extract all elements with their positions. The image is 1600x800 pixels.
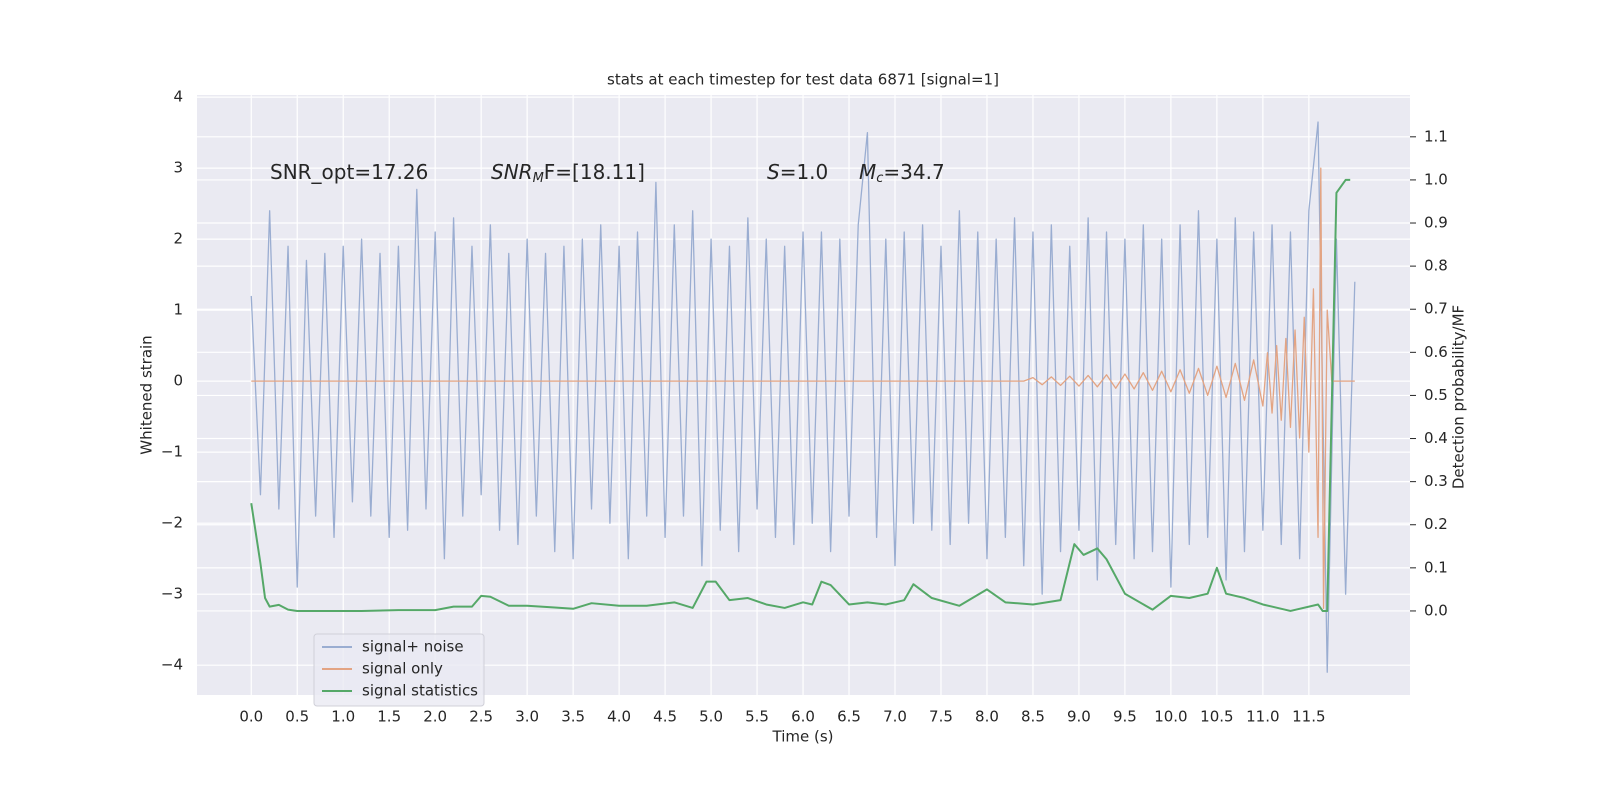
annotation-text: SNR_opt=17.26 [270, 160, 428, 184]
series-line [251, 167, 1355, 610]
y-tick-label: −3 [161, 585, 183, 603]
legend-label: signal only [362, 660, 443, 678]
y-tick-label: 0 [173, 372, 183, 390]
annotation: S=1.0 [767, 160, 828, 184]
y2-tick-label: 0.0 [1424, 601, 1448, 619]
y-tick-label: 3 [173, 159, 183, 177]
annotation-subscript: c [876, 171, 883, 186]
annotation-rest: F=[18.11] [544, 160, 645, 184]
annotation-symbol: SNR [491, 160, 533, 184]
x-tick-label: 2.0 [423, 708, 447, 726]
x-tick-label: 5.0 [699, 708, 723, 726]
y2-axis-label: Detection probability/MF [1450, 305, 1468, 489]
y-axis-label: Whitened strain [138, 335, 156, 454]
y2-tick-label: 0.8 [1424, 257, 1448, 275]
x-tick-label: 4.0 [607, 708, 631, 726]
x-tick-label: 6.0 [791, 708, 815, 726]
x-tick-label: 7.0 [883, 708, 907, 726]
y-tick-label: −4 [161, 656, 183, 674]
annotation-symbol: S [767, 160, 780, 184]
x-tick-label: 8.0 [975, 708, 999, 726]
x-axis-label: Time (s) [772, 728, 834, 746]
x-tick-label: 1.0 [331, 708, 355, 726]
x-tick-label: 9.0 [1067, 708, 1091, 726]
y2-tick-label: 0.2 [1424, 515, 1448, 533]
x-tick-label: 5.5 [745, 708, 769, 726]
annotation: Mc=34.7 [859, 160, 945, 186]
y2-tick-label: 0.5 [1424, 386, 1448, 404]
y2-tick-label: 0.4 [1424, 429, 1448, 447]
annotation-rest: =1.0 [780, 160, 829, 184]
x-tick-label: 7.5 [929, 708, 953, 726]
x-tick-label: 8.5 [1021, 708, 1045, 726]
y2-tick-label: 0.6 [1424, 343, 1448, 361]
x-tick-label: 6.5 [837, 708, 861, 726]
x-tick-label: 3.5 [561, 708, 585, 726]
y2-tick-label: 1.1 [1424, 127, 1448, 145]
x-tick-label: 2.5 [469, 708, 493, 726]
annotation: SNR_opt=17.26 [270, 160, 428, 184]
x-tick-label: 10.5 [1200, 708, 1233, 726]
legend-label: signal+ noise [362, 638, 464, 656]
x-tick-label: 10.0 [1154, 708, 1187, 726]
x-tick-label: 11.5 [1292, 708, 1325, 726]
annotation-subscript: M [533, 171, 544, 186]
y-tick-label: −2 [161, 514, 183, 532]
annotation: SNRMF=[18.11] [491, 160, 645, 186]
y-tick-label: 4 [173, 88, 183, 106]
y-tick-label: 2 [173, 230, 183, 248]
y2-tick-label: 0.7 [1424, 300, 1448, 318]
annotation-symbol: M [859, 160, 876, 184]
x-tick-label: 0.0 [239, 708, 263, 726]
y-tick-label: 1 [173, 301, 183, 319]
y2-tick-label: 0.9 [1424, 214, 1448, 232]
y2-tick-label: 0.1 [1424, 558, 1448, 576]
y2-tick-label: 0.3 [1424, 472, 1448, 490]
x-tick-label: 11.0 [1246, 708, 1279, 726]
legend-label: signal statistics [362, 682, 478, 700]
legend: signal+ noise signal only signal statistic… [313, 633, 485, 707]
x-tick-label: 1.5 [377, 708, 401, 726]
y2-tick-label: 1.0 [1424, 170, 1448, 188]
annotation-rest: =34.7 [883, 160, 944, 184]
x-tick-label: 4.5 [653, 708, 677, 726]
marks [250, 121, 1356, 673]
series-line [250, 178, 1351, 612]
x-tick-label: 0.5 [285, 708, 309, 726]
y-tick-label: −1 [161, 443, 183, 461]
legend-box [313, 633, 485, 707]
chart-title: stats at each timestep for test data 687… [607, 71, 999, 89]
series-line [250, 121, 1356, 673]
x-tick-label: 9.5 [1113, 708, 1137, 726]
x-tick-label: 3.0 [515, 708, 539, 726]
